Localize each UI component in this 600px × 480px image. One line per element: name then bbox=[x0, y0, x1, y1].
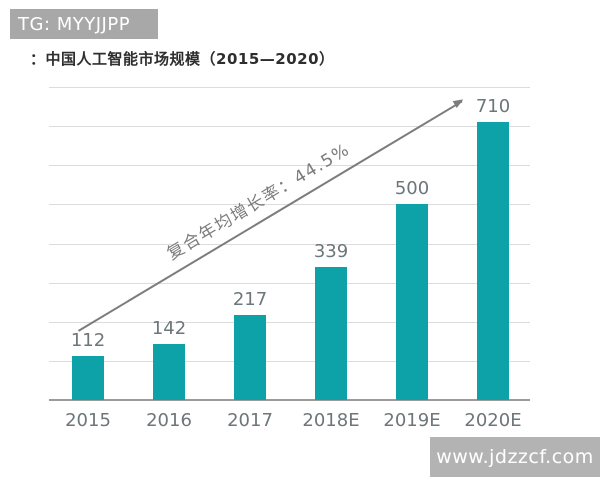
x-axis-label: 2018E bbox=[302, 410, 360, 431]
x-axis-label: 2016 bbox=[146, 410, 192, 431]
gridline bbox=[49, 87, 530, 88]
bar-2020E bbox=[477, 122, 509, 400]
title-prefix: ： bbox=[30, 50, 46, 68]
bar-2015 bbox=[72, 356, 104, 400]
gridline bbox=[49, 126, 530, 128]
watermark-top-left: TG: MYYJJPP bbox=[10, 9, 158, 39]
gridline bbox=[49, 282, 530, 284]
bar-2018E bbox=[315, 267, 347, 400]
gridline bbox=[49, 321, 530, 323]
x-axis-label: 2015 bbox=[65, 410, 111, 431]
bar-2016 bbox=[153, 344, 185, 400]
watermark-bottom-right: www.jdzzcf.com bbox=[430, 437, 600, 477]
gridline bbox=[49, 165, 530, 167]
x-axis-label: 2017 bbox=[227, 410, 273, 431]
plot-area: 112 2015 142 2016 217 2017 339 2018E 500 2019E 710… bbox=[49, 87, 530, 431]
x-axis-line bbox=[49, 399, 530, 401]
title-text: 中国人工智能市场规模（2015—2020） bbox=[45, 50, 335, 68]
bar-value-label: 500 bbox=[394, 178, 430, 200]
gridline bbox=[49, 243, 530, 245]
bar-value-label: 339 bbox=[313, 241, 349, 263]
chart-title: ：中国人工智能市场规模（2015—2020） bbox=[30, 48, 335, 69]
bar-2019E bbox=[396, 204, 428, 400]
bar-value-label: 710 bbox=[475, 96, 511, 118]
bar-value-label: 217 bbox=[232, 289, 268, 311]
x-axis-label: 2019E bbox=[383, 410, 441, 431]
bar-value-label: 112 bbox=[70, 330, 106, 352]
bar-value-label: 142 bbox=[151, 318, 187, 340]
x-axis-label: 2020E bbox=[464, 410, 522, 431]
gridline bbox=[49, 360, 530, 362]
bar-2017 bbox=[234, 315, 266, 400]
